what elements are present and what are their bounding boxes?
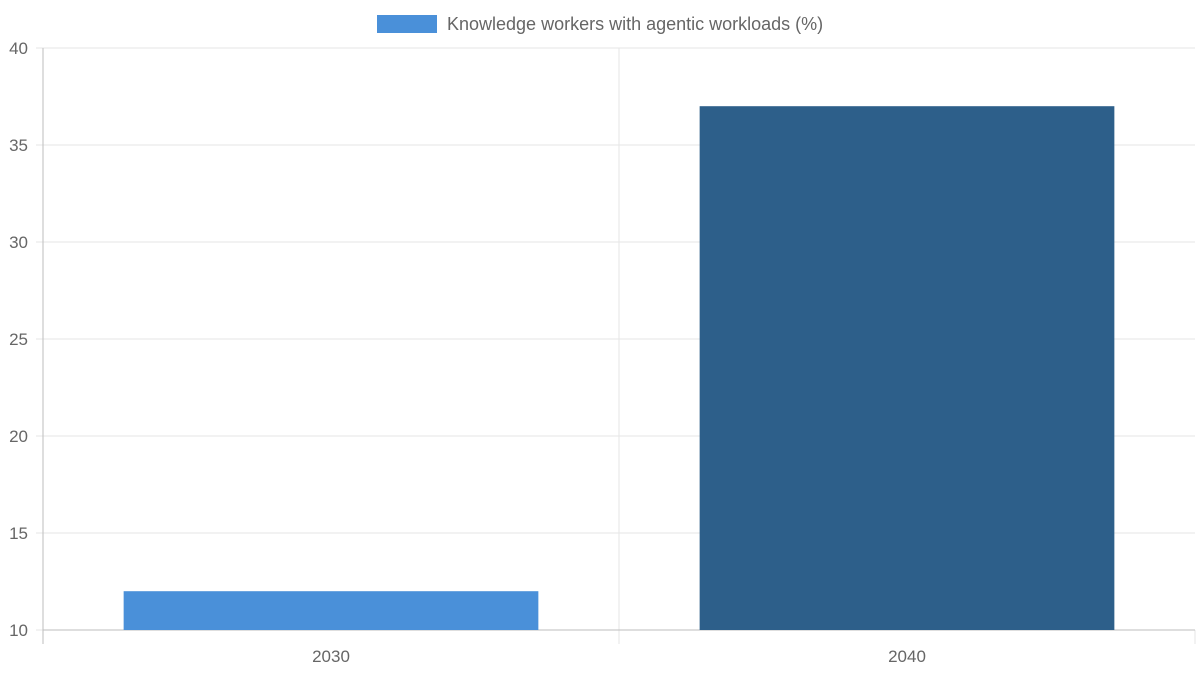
x-tick-label: 2040 [888, 647, 926, 666]
y-tick-label: 20 [9, 427, 28, 446]
bar-2030[interactable] [123, 591, 539, 630]
bar-2040[interactable] [699, 106, 1115, 630]
chart-legend[interactable]: Knowledge workers with agentic workloads… [377, 14, 823, 34]
y-tick-label: 25 [9, 330, 28, 349]
legend-label: Knowledge workers with agentic workloads… [447, 14, 823, 34]
bars [123, 106, 1115, 630]
x-axis-tick-labels: 2030 2040 [312, 647, 926, 666]
legend-swatch [377, 15, 437, 33]
x-tick-label: 2030 [312, 647, 350, 666]
y-tick-label: 40 [9, 39, 28, 58]
y-axis-tick-labels: 10 15 20 25 30 35 40 [9, 39, 28, 640]
y-tick-label: 35 [9, 136, 28, 155]
y-tick-label: 10 [9, 621, 28, 640]
y-tick-label: 30 [9, 233, 28, 252]
y-tick-label: 15 [9, 524, 28, 543]
